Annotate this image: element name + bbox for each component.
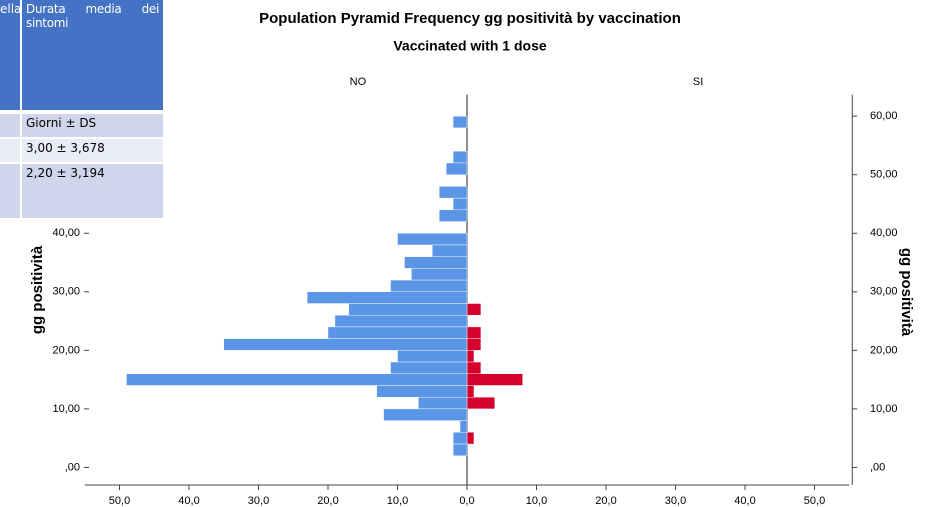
bar: [411, 268, 468, 281]
y-tick-label-right: ,00: [870, 461, 885, 473]
header-cell: ella: [0, 0, 20, 110]
y-tick-label-right: 60,00: [870, 110, 898, 122]
x-tick-label: 50,0: [804, 495, 825, 507]
y-axis-label: gg positività: [29, 245, 46, 334]
bar: [466, 338, 482, 351]
chart-subtitle: Vaccinated with 1 dose: [393, 38, 546, 54]
row-stub: [0, 114, 20, 137]
x-tick-label: 50,0: [109, 495, 130, 507]
bar: [306, 291, 468, 304]
row-stub: [0, 139, 20, 162]
panel-label: SI: [693, 76, 703, 88]
bar: [348, 303, 468, 316]
bar: [466, 385, 475, 398]
x-tick-label: 40,0: [178, 495, 199, 507]
x-tick-label: 10,0: [387, 495, 408, 507]
bar: [452, 151, 468, 164]
bar: [439, 186, 468, 199]
header-cell: Durata media dei sintomi: [22, 0, 163, 110]
bar: [445, 162, 468, 175]
cell: Giorni ± DS: [22, 114, 163, 137]
x-tick-label: 10,0: [526, 495, 547, 507]
bar: [390, 279, 468, 293]
y-tick-label-right: 30,00: [870, 286, 898, 298]
bar: [439, 209, 468, 222]
y-tick-label-right: 40,00: [870, 227, 898, 239]
x-tick-label: 30,0: [665, 495, 686, 507]
bar: [223, 338, 468, 351]
bar: [327, 326, 468, 339]
bar: [466, 396, 495, 410]
bar: [432, 244, 468, 257]
y-tick-label-right: 10,00: [870, 403, 898, 415]
bar: [466, 303, 482, 316]
y-axis-label-right: gg positività: [898, 248, 915, 337]
panel-label: NO: [350, 76, 367, 88]
bar: [466, 326, 482, 339]
y-tick-label-right: 20,00: [870, 344, 898, 356]
bar: [390, 361, 468, 374]
y-tick-label: 20,00: [52, 344, 80, 356]
table: ella Durata media dei sintomi Giorni ± D…: [0, 0, 163, 218]
chart-title: Population Pyramid Frequency gg positivi…: [259, 10, 681, 27]
bar: [452, 115, 468, 129]
bar: [452, 197, 468, 211]
bar: [376, 385, 468, 398]
bar: [334, 315, 468, 328]
bar: [466, 373, 523, 386]
y-tick-label: ,00: [65, 461, 80, 473]
y-tick-label-right: 50,00: [870, 169, 898, 181]
bar: [452, 432, 468, 445]
x-tick-label: 0,0: [459, 495, 474, 507]
row-stub: [0, 164, 20, 218]
y-tick-label: 30,00: [52, 286, 80, 298]
bar: [452, 443, 468, 456]
x-tick-label: 40,0: [734, 495, 755, 507]
bar: [466, 432, 475, 445]
x-tick-label: 20,0: [595, 495, 616, 507]
bar: [459, 420, 468, 433]
bar: [466, 361, 482, 374]
bar: [404, 256, 468, 269]
cell: 2,20 ± 3,194: [22, 164, 163, 218]
bar: [126, 373, 468, 386]
y-tick-label: 40,00: [52, 227, 80, 239]
bar: [383, 408, 468, 421]
bar: [397, 350, 468, 363]
bar: [466, 350, 475, 363]
bar: [397, 233, 468, 246]
y-tick-label: 10,00: [52, 403, 80, 415]
bar: [418, 396, 468, 410]
x-tick-label: 30,0: [248, 495, 269, 507]
x-tick-label: 20,0: [317, 495, 338, 507]
cell: 3,00 ± 3,678: [22, 139, 163, 162]
